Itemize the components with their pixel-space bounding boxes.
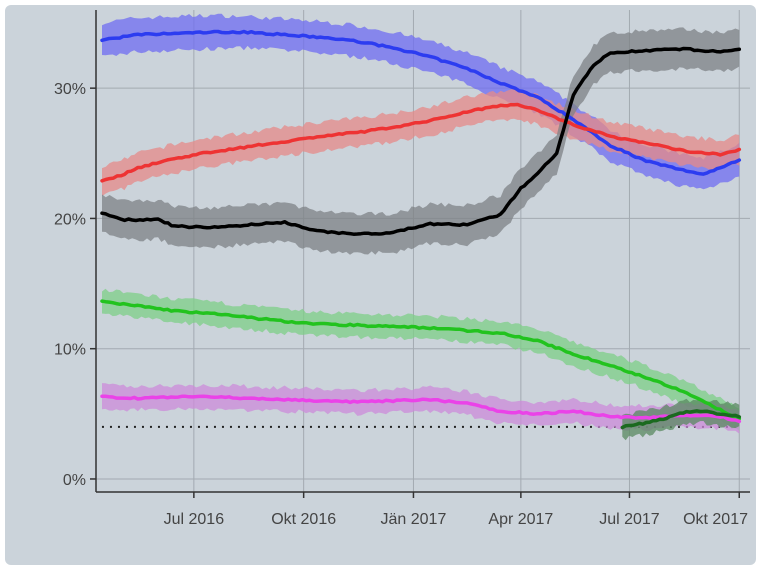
y-tick-label: 10% (54, 342, 86, 359)
x-tick-label: Jul 2017 (599, 511, 660, 528)
series-4-line (100, 299, 742, 421)
tick-labels: 0% 10% 20% 30% Jul 2016 Okt 2016 Jän 2017 Apr 2… (54, 81, 748, 528)
series-3-line (100, 46, 742, 236)
y-tick-label: 0% (63, 472, 86, 489)
series-lines (100, 29, 742, 430)
x-tick-label: Apr 2017 (488, 511, 553, 528)
x-tick-label: Okt 2016 (271, 511, 336, 528)
series-1-confidence-band (102, 13, 740, 190)
x-tick-label: Jän 2017 (381, 511, 447, 528)
axes (90, 10, 750, 498)
series-2-confidence-band (102, 89, 740, 197)
series-1-line (100, 29, 742, 176)
series-4-confidence-band (102, 288, 740, 431)
chart-frame (5, 5, 756, 565)
y-tick-label: 20% (54, 211, 86, 228)
x-tick-label: Jul 2016 (164, 511, 225, 528)
series-2-line (100, 102, 742, 183)
series-6-line (620, 409, 742, 430)
series-5-confidence-band (102, 383, 740, 434)
series-5-line (100, 394, 742, 424)
series-6-confidence-band (622, 397, 740, 441)
y-tick-label: 30% (54, 81, 86, 98)
x-tick-label: Okt 2017 (683, 511, 748, 528)
